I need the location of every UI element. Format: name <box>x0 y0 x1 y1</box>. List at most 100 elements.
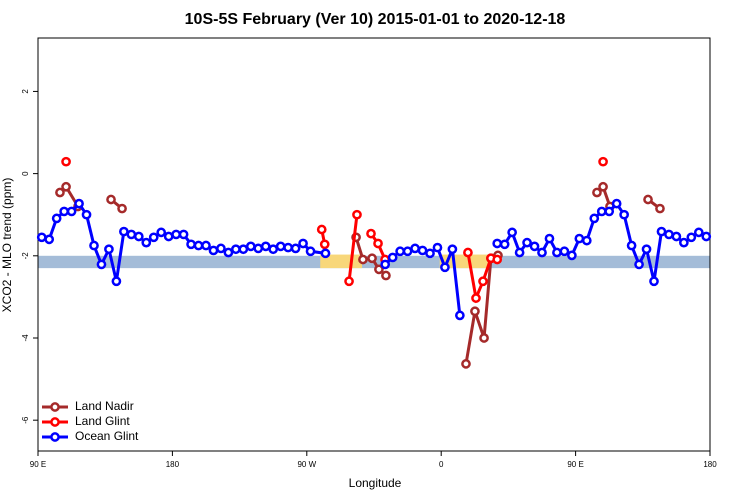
legend-label: Land Nadir <box>75 399 134 413</box>
point <box>507 227 517 238</box>
point <box>283 242 293 253</box>
point <box>574 233 585 244</box>
point <box>440 262 450 273</box>
point <box>455 310 465 321</box>
point <box>559 246 570 257</box>
point <box>61 181 71 192</box>
point <box>81 209 92 220</box>
point <box>344 276 354 287</box>
point <box>374 264 384 275</box>
point <box>567 250 577 261</box>
point <box>664 229 674 240</box>
point <box>367 253 377 264</box>
point <box>380 259 391 270</box>
point <box>163 231 174 242</box>
point <box>701 231 712 242</box>
point <box>156 227 167 238</box>
series-line <box>322 162 603 298</box>
point <box>626 240 637 251</box>
point <box>679 237 689 248</box>
point <box>499 239 510 250</box>
point <box>290 243 301 254</box>
point <box>589 213 600 224</box>
point <box>655 203 665 214</box>
point <box>59 206 69 217</box>
point <box>471 293 481 303</box>
point <box>223 247 234 258</box>
y-tick-label: -2 <box>21 252 30 260</box>
point <box>106 194 116 205</box>
point <box>463 247 473 258</box>
point <box>402 246 413 257</box>
x-tick-label: 90 E <box>567 460 583 469</box>
point <box>470 306 480 317</box>
point <box>417 245 428 256</box>
point <box>231 244 241 255</box>
point <box>238 244 249 255</box>
point <box>643 194 653 205</box>
point <box>268 244 279 255</box>
point <box>649 276 659 287</box>
point <box>61 156 71 167</box>
point <box>74 198 84 209</box>
x-axis-label: Longitude <box>349 476 402 490</box>
point <box>478 276 488 287</box>
x-tick-label: 180 <box>166 460 180 469</box>
point <box>522 237 532 248</box>
point <box>253 243 264 254</box>
point <box>387 252 398 263</box>
point <box>36 232 47 243</box>
point <box>133 231 144 242</box>
y-tick-label: -6 <box>21 416 30 424</box>
point <box>604 206 615 217</box>
point <box>425 248 435 259</box>
point <box>96 259 107 270</box>
point <box>596 206 607 217</box>
point <box>171 229 181 240</box>
y-tick-label: -4 <box>21 334 30 342</box>
point <box>544 233 555 244</box>
y-tick-label: 2 <box>21 89 30 94</box>
point <box>373 238 383 249</box>
point <box>351 232 361 243</box>
legend-marker <box>50 417 60 427</box>
highlight <box>320 254 363 269</box>
point <box>186 239 196 250</box>
point <box>44 234 55 245</box>
point <box>201 240 211 251</box>
point <box>193 240 204 251</box>
point <box>178 229 189 240</box>
point <box>492 238 503 249</box>
point <box>492 254 503 265</box>
point <box>581 235 592 246</box>
point <box>552 247 562 258</box>
point <box>319 239 330 250</box>
point <box>693 227 704 238</box>
point <box>366 228 376 239</box>
x-tick-label: 90 W <box>297 460 316 469</box>
point <box>598 156 608 167</box>
point <box>447 244 458 255</box>
point <box>461 359 471 369</box>
point <box>119 226 129 237</box>
point <box>89 240 99 251</box>
point <box>686 232 697 243</box>
y-tick-label: 0 <box>21 171 30 176</box>
point <box>148 232 159 243</box>
point <box>432 242 443 253</box>
point <box>641 244 652 255</box>
legend-marker <box>50 432 60 442</box>
point <box>656 226 667 237</box>
point <box>104 244 114 255</box>
point <box>245 241 256 252</box>
point <box>208 245 219 256</box>
point <box>514 247 525 258</box>
point <box>320 248 331 259</box>
point <box>141 237 152 248</box>
plot-frame <box>37 37 711 452</box>
point <box>410 243 420 254</box>
point <box>298 238 308 249</box>
point <box>395 246 405 257</box>
point <box>381 270 391 281</box>
